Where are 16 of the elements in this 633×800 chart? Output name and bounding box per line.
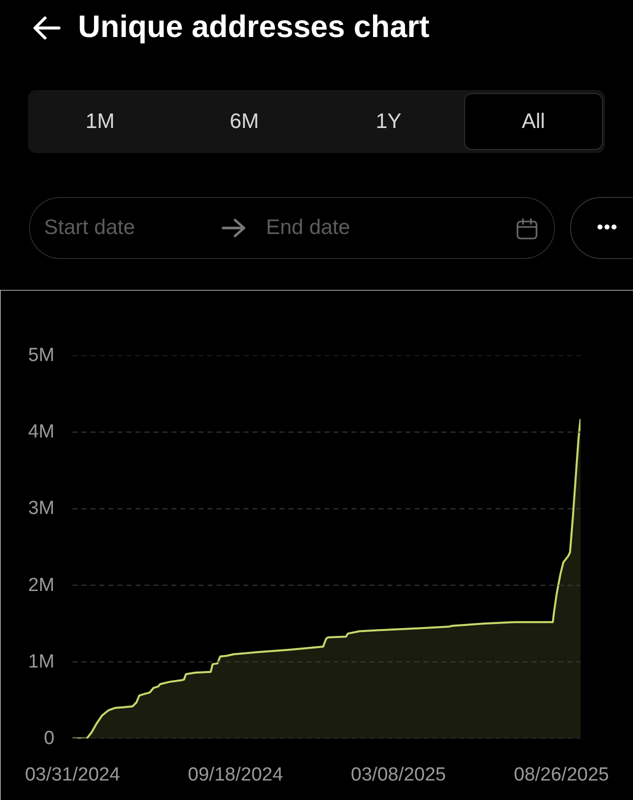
time-range-option: 6M [172, 90, 316, 153]
y-tick-label: 4M [28, 422, 55, 443]
time-range-option-selected: All [464, 93, 603, 150]
y-tick-label: 5M [28, 345, 55, 366]
chart-title: Unique addresses chart [78, 8, 430, 46]
time-range-option: 1Y [316, 90, 461, 153]
x-tick-label: 03/31/2024 [24, 764, 120, 786]
y-tick-label: 3M [28, 498, 55, 520]
x-tick-label: 03/08/2025 [350, 764, 446, 786]
y-tick-label: 2M [28, 574, 55, 596]
date-range-input: Start date End date [29, 197, 555, 259]
time-range-option: 1M [28, 90, 172, 153]
x-tick-label: 09/18/2024 [188, 764, 284, 786]
y-tick-label: 1M [28, 651, 55, 672]
y-tick-label: 0 [44, 728, 55, 749]
x-tick-label: 08/26/2025 [514, 764, 609, 786]
